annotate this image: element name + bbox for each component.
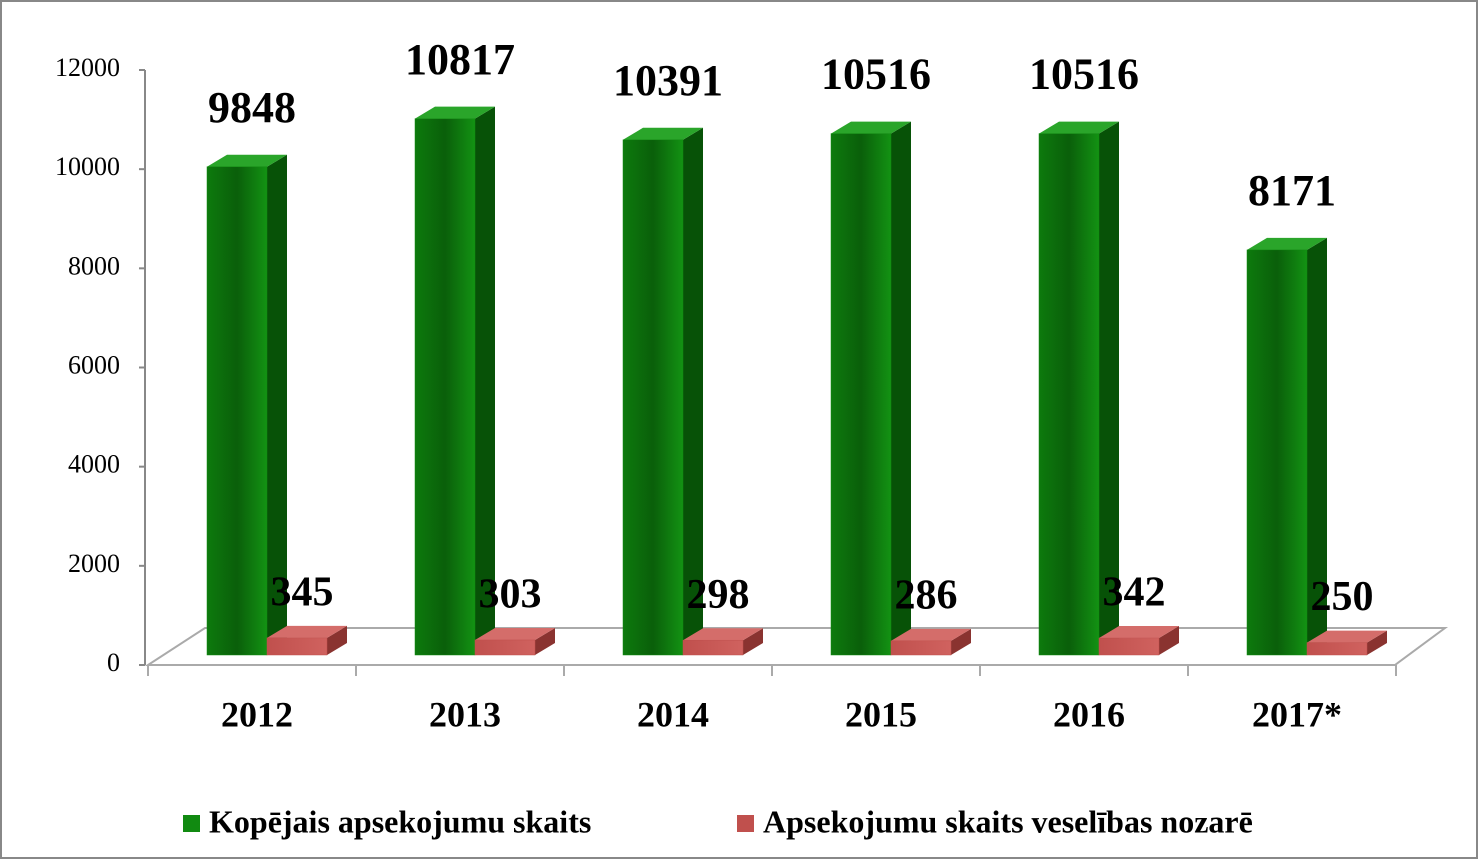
bar [474,627,555,656]
bar-face [1099,121,1119,655]
bar-face [327,625,347,655]
bar-face [1038,133,1100,656]
bar-face [831,121,911,134]
bar-face [475,627,555,640]
bar-face [1039,121,1119,134]
bar-face [623,127,703,140]
bar [622,127,703,656]
bar [266,625,347,656]
bar-face [683,628,763,641]
bar [890,628,971,656]
data-label: 342 [1103,570,1166,616]
bar [1098,626,1179,656]
bar-face [743,628,763,655]
bar-face [1098,637,1160,656]
bar-face [1246,249,1308,656]
y-tick-label: 12000 [55,53,120,82]
bar-face [951,628,971,655]
bar-face [1367,630,1387,655]
bar-face [1306,642,1368,656]
bar-face [266,637,328,656]
bar-face [206,166,268,656]
bar-face [415,106,495,119]
bar-face [891,121,911,655]
bar-face [1307,630,1387,643]
data-label: 9848 [208,83,296,132]
data-label: 345 [271,570,334,616]
bar [1038,121,1119,656]
y-tick-label: 6000 [68,350,120,379]
bar-face [474,639,536,656]
bar-face [891,628,971,641]
x-tick-label: 2012 [221,694,293,734]
bar-face [475,106,495,655]
bar [682,628,763,656]
data-label: 286 [895,572,958,618]
x-tick-label: 2013 [429,694,501,734]
x-tick-label: 2014 [637,694,709,734]
bar-face [622,139,684,656]
x-tick-label: 2017* [1252,694,1342,734]
bar-face [830,133,892,656]
y-tick-label: 2000 [68,549,120,578]
legend-label: Kopējais apsekojumu skaits [209,803,591,839]
legend-label: Apsekojumu skaits veselības nozarē [763,803,1253,839]
bar [414,106,495,656]
bar-face [890,640,952,656]
legend-swatch [183,815,200,832]
bar-face [682,639,744,656]
bar [1246,237,1327,656]
data-label: 10391 [613,56,723,105]
bar-face [267,154,287,655]
bar [206,154,287,656]
data-label: 10516 [1029,50,1139,99]
data-label: 8171 [1248,166,1336,215]
y-tick-label: 10000 [55,152,120,181]
data-label: 298 [687,572,750,618]
y-tick-label: 0 [107,648,120,677]
bar-face [207,154,287,167]
y-tick-label: 8000 [68,251,120,280]
bar [1306,630,1387,656]
x-tick-label: 2015 [845,694,917,734]
data-label: 10817 [405,35,515,84]
legend-swatch [737,815,754,832]
bar-face [1159,626,1179,655]
data-label: 303 [479,572,542,618]
bar-face [1307,237,1327,655]
bar-face [535,627,555,655]
bar-face [267,625,347,638]
x-tick-label: 2016 [1053,694,1125,734]
bar-face [683,127,703,655]
data-label: 10516 [821,50,931,99]
bar-face [1247,237,1327,250]
data-label: 250 [1311,574,1374,620]
bar-face [414,118,476,656]
bar [830,121,911,656]
y-tick-label: 4000 [68,450,120,479]
bar-face [1099,626,1179,639]
